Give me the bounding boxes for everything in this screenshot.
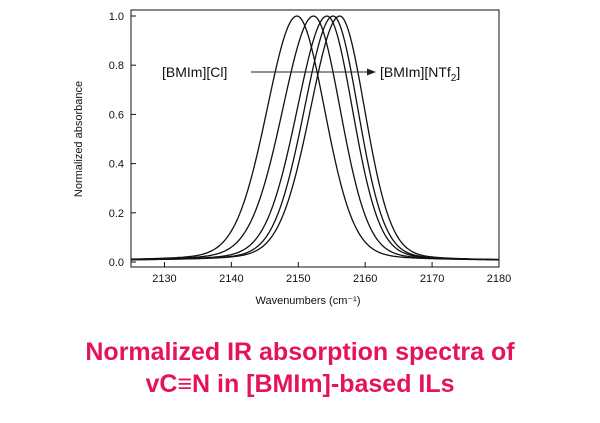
y-tick-label-3: 0.6 <box>109 109 124 121</box>
y-tick-label-0: 0.0 <box>109 257 124 269</box>
annotation-bmim-ntf2: [BMIm][NTf2] <box>380 64 460 84</box>
caption-line-2: vC≡N in [BMIm]-based ILs <box>145 370 455 398</box>
y-axis-label: Normalized absorbance <box>73 81 85 197</box>
x-axis: 2130 2140 2150 2160 2170 2180 <box>152 262 511 285</box>
x-tick-label-2180: 2180 <box>487 273 511 285</box>
annotation-arrow <box>251 68 376 76</box>
annotation-ntf2-subscript: 2 <box>451 73 457 84</box>
annotation-ntf2-main: [BMIm][NTf <box>380 64 451 80</box>
spectrum-line-5 <box>130 15 500 261</box>
annotation-bmim-cl: [BMIm][Cl] <box>162 64 227 80</box>
y-tick-label-5: 1.0 <box>109 11 124 23</box>
x-tick-label-2150: 2150 <box>286 273 310 285</box>
x-axis-label: Wavenumbers (cm⁻¹) <box>255 295 360 307</box>
x-tick-label-2170: 2170 <box>420 273 444 285</box>
spectrum-line-3 <box>130 15 500 261</box>
y-axis: 0.0 0.2 0.4 0.6 0.8 1.0 <box>109 11 136 269</box>
spectra-lines <box>130 15 500 261</box>
y-tick-label-1: 0.2 <box>109 208 124 220</box>
y-tick-label-2: 0.4 <box>109 159 124 171</box>
x-tick-label-2130: 2130 <box>152 273 176 285</box>
spectrum-line-4 <box>130 15 500 261</box>
plot-area <box>130 9 500 268</box>
annotation-ntf2-close: ] <box>456 64 460 80</box>
ir-spectra-chart: 2130 2140 2150 2160 2170 2180 0.0 0.2 0.4 0.6 0.8… <box>73 9 511 307</box>
y-tick-label-4: 0.8 <box>109 60 124 72</box>
x-tick-label-2160: 2160 <box>353 273 377 285</box>
spectrum-line-2 <box>130 15 500 261</box>
caption-line-1: Normalized IR absorption spectra of <box>85 338 515 366</box>
spectrum-line-1 <box>130 15 500 261</box>
plot-frame <box>130 9 500 268</box>
x-tick-label-2140: 2140 <box>219 273 243 285</box>
